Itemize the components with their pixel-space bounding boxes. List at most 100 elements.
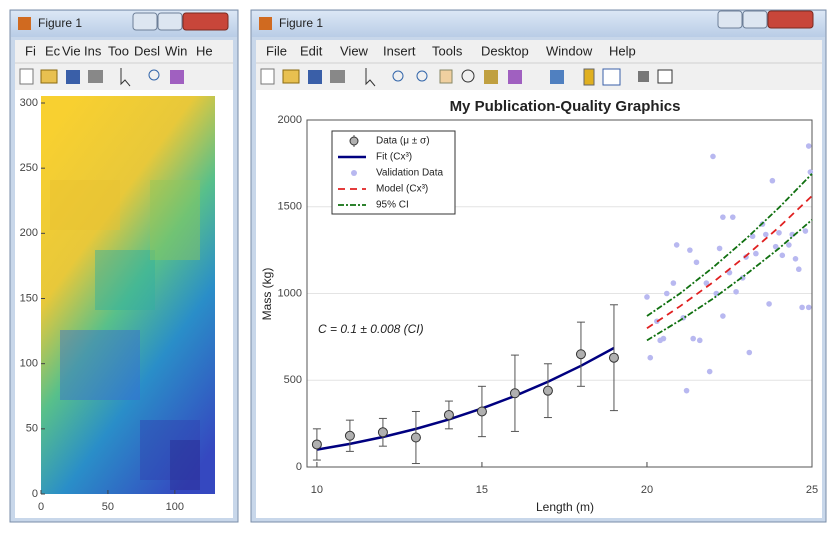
tool-icon[interactable] (484, 70, 498, 84)
menu-item[interactable]: Desl (134, 43, 160, 58)
menu-item[interactable]: Desktop (481, 43, 529, 58)
legend-label: 95% CI (376, 200, 409, 211)
menu-item[interactable]: Vie (62, 43, 81, 58)
tool-icon[interactable] (657, 69, 673, 84)
y-tick-label: 200 (20, 227, 38, 239)
left-window: Figure 1 Fi Ec Vie Ins Too Desl Win He 0 50 100 15… (9, 9, 239, 523)
menu-item[interactable]: Too (108, 43, 129, 58)
tool-icon[interactable] (282, 69, 300, 84)
menu-item[interactable]: Edit (300, 43, 323, 58)
line (646, 219, 813, 342)
x-tick-label: 25 (806, 484, 818, 496)
x-tick-label: 50 (102, 501, 114, 513)
scatter-point (696, 337, 703, 344)
scatter-point (805, 304, 812, 311)
tool-icon[interactable] (66, 70, 80, 84)
annotation: C = 0.1 ± 0.008 (CI) (318, 322, 424, 336)
chart: My Publication-Quality Graphics Length (… (260, 98, 818, 514)
image-region (150, 180, 200, 260)
line (646, 195, 813, 329)
menu-item[interactable]: Help (609, 43, 636, 58)
scatter-point (690, 335, 696, 342)
y-tick-label: 500 (284, 374, 302, 386)
data-point (344, 430, 355, 441)
scatter-point (729, 214, 736, 220)
menu-item[interactable]: Ec (45, 43, 61, 58)
tool-icon[interactable] (638, 71, 649, 82)
scatter-point (706, 368, 713, 375)
tool-icon[interactable] (461, 69, 475, 83)
window-title: Figure 1 (38, 16, 82, 30)
y-tick-label: 0 (32, 488, 38, 500)
tool-icon[interactable] (602, 68, 621, 86)
tool-icon[interactable] (330, 70, 345, 83)
minimize-button[interactable] (132, 12, 158, 31)
data-point (608, 352, 619, 363)
tool-icon[interactable] (583, 68, 595, 86)
chart-title: My Publication-Quality Graphics (450, 98, 681, 115)
scatter-point (663, 290, 670, 297)
y-tick-label: 100 (20, 358, 38, 370)
menu-item[interactable]: Tools (432, 43, 463, 58)
scatter-point (673, 242, 680, 248)
menu-item[interactable]: File (266, 43, 287, 58)
image-region (140, 420, 200, 480)
line (316, 346, 615, 451)
scatter-point (647, 354, 654, 361)
tool-icon[interactable] (260, 68, 275, 85)
tool-icon[interactable] (508, 70, 522, 84)
scatter-point (687, 247, 693, 253)
y-tick-label: 250 (20, 162, 38, 174)
data-point (575, 349, 586, 360)
scatter-point (753, 250, 759, 257)
legend-label: Model (Cx³) (376, 184, 428, 195)
tool-icon[interactable] (392, 70, 404, 82)
scatter-point (683, 387, 690, 394)
axes-box (306, 119, 813, 468)
menu-item[interactable]: Window (546, 43, 593, 58)
scatter-point (710, 153, 716, 160)
data-point (443, 409, 454, 420)
image-region (95, 250, 155, 310)
tool-icon[interactable] (40, 69, 58, 84)
scatter-point (779, 252, 786, 259)
x-tick-label: 0 (38, 501, 44, 513)
menu-item[interactable]: Win (165, 43, 187, 58)
x-tick-label: 10 (311, 484, 323, 496)
image-region (170, 440, 200, 490)
maximize-button[interactable] (157, 12, 183, 31)
heatmap-image (41, 96, 215, 494)
minimize-button[interactable] (717, 10, 743, 29)
legend-label: Data (μ ± σ) (376, 136, 430, 147)
menu-item[interactable]: Insert (383, 43, 416, 58)
scatter-point (693, 259, 700, 266)
tool-icon[interactable] (148, 69, 160, 81)
legend-symbol (351, 170, 357, 176)
tool-icon[interactable] (19, 68, 34, 85)
scatter-point (720, 214, 726, 220)
tool-icon[interactable] (120, 68, 131, 87)
right-window: Figure 1 File Edit View Insert Tools Desktop W… (250, 9, 827, 523)
maximize-button[interactable] (742, 10, 768, 29)
tool-icon[interactable] (88, 70, 103, 83)
scatter-point (762, 231, 769, 238)
tool-icon[interactable] (439, 69, 453, 84)
close-button[interactable] (767, 10, 814, 29)
app-icon (18, 17, 31, 30)
tool-icon[interactable] (308, 70, 322, 84)
close-button[interactable] (182, 12, 229, 31)
y-tick-label: 300 (20, 97, 38, 109)
data-point (542, 385, 553, 396)
image-axes: 0 50 100 150 200 250 300 0 50 100 (20, 96, 215, 513)
menu-item[interactable]: Ins (84, 43, 102, 58)
app-icon (259, 17, 272, 30)
tool-icon[interactable] (416, 70, 428, 82)
menu-item[interactable]: Fi (25, 43, 36, 58)
tool-icon[interactable] (365, 68, 376, 87)
menu-item[interactable]: View (340, 43, 369, 58)
menu-item[interactable]: He (196, 43, 213, 58)
tool-icon[interactable] (170, 70, 184, 84)
tool-icon[interactable] (550, 70, 564, 84)
scatter-point (786, 242, 792, 248)
